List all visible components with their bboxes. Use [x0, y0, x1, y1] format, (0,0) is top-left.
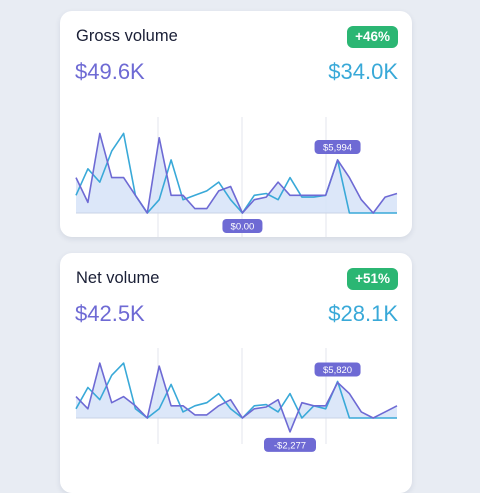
previous-series-line: [75, 362, 397, 419]
change-badge: +46%: [347, 26, 398, 48]
tooltip-bubble: [264, 437, 316, 452]
value-tooltip: $5,994: [314, 140, 361, 155]
current-series-line: [75, 132, 398, 214]
net-volume-card[interactable]: Net volume +51% $42.5K $28.1K $5,820 -$2,…: [60, 253, 412, 493]
previous-series-line: [75, 132, 397, 214]
tooltip-label: $5,994: [323, 143, 352, 154]
tooltip-bubble: [314, 362, 361, 377]
change-badge: +51%: [347, 268, 398, 290]
tooltip-bubble: [314, 140, 361, 155]
previous-value: $34.0K: [328, 59, 398, 84]
tooltip-label: $5,820: [323, 365, 352, 376]
gross-volume-card[interactable]: Gross volume +46% $49.6K $34.0K $5,994 $0…: [60, 11, 412, 237]
card-title: Gross volume: [76, 27, 178, 45]
gross-volume-chart[interactable]: $5,994 $0.00: [60, 11, 412, 237]
current-value: $42.5K: [75, 301, 145, 326]
current-series-line: [75, 362, 398, 433]
tooltip-label: $0.00: [231, 222, 255, 233]
value-tooltip: $0.00: [222, 219, 263, 233]
previous-value: $28.1K: [328, 301, 398, 326]
net-volume-chart[interactable]: $5,820 -$2,277: [60, 253, 412, 493]
current-value: $49.6K: [75, 59, 145, 84]
series-area: [76, 133, 397, 213]
card-title: Net volume: [76, 269, 160, 287]
tooltip-bubble: [222, 219, 263, 233]
value-tooltip: -$2,277: [264, 437, 316, 452]
tooltip-label: -$2,277: [274, 440, 306, 451]
value-tooltip: $5,820: [314, 362, 361, 377]
